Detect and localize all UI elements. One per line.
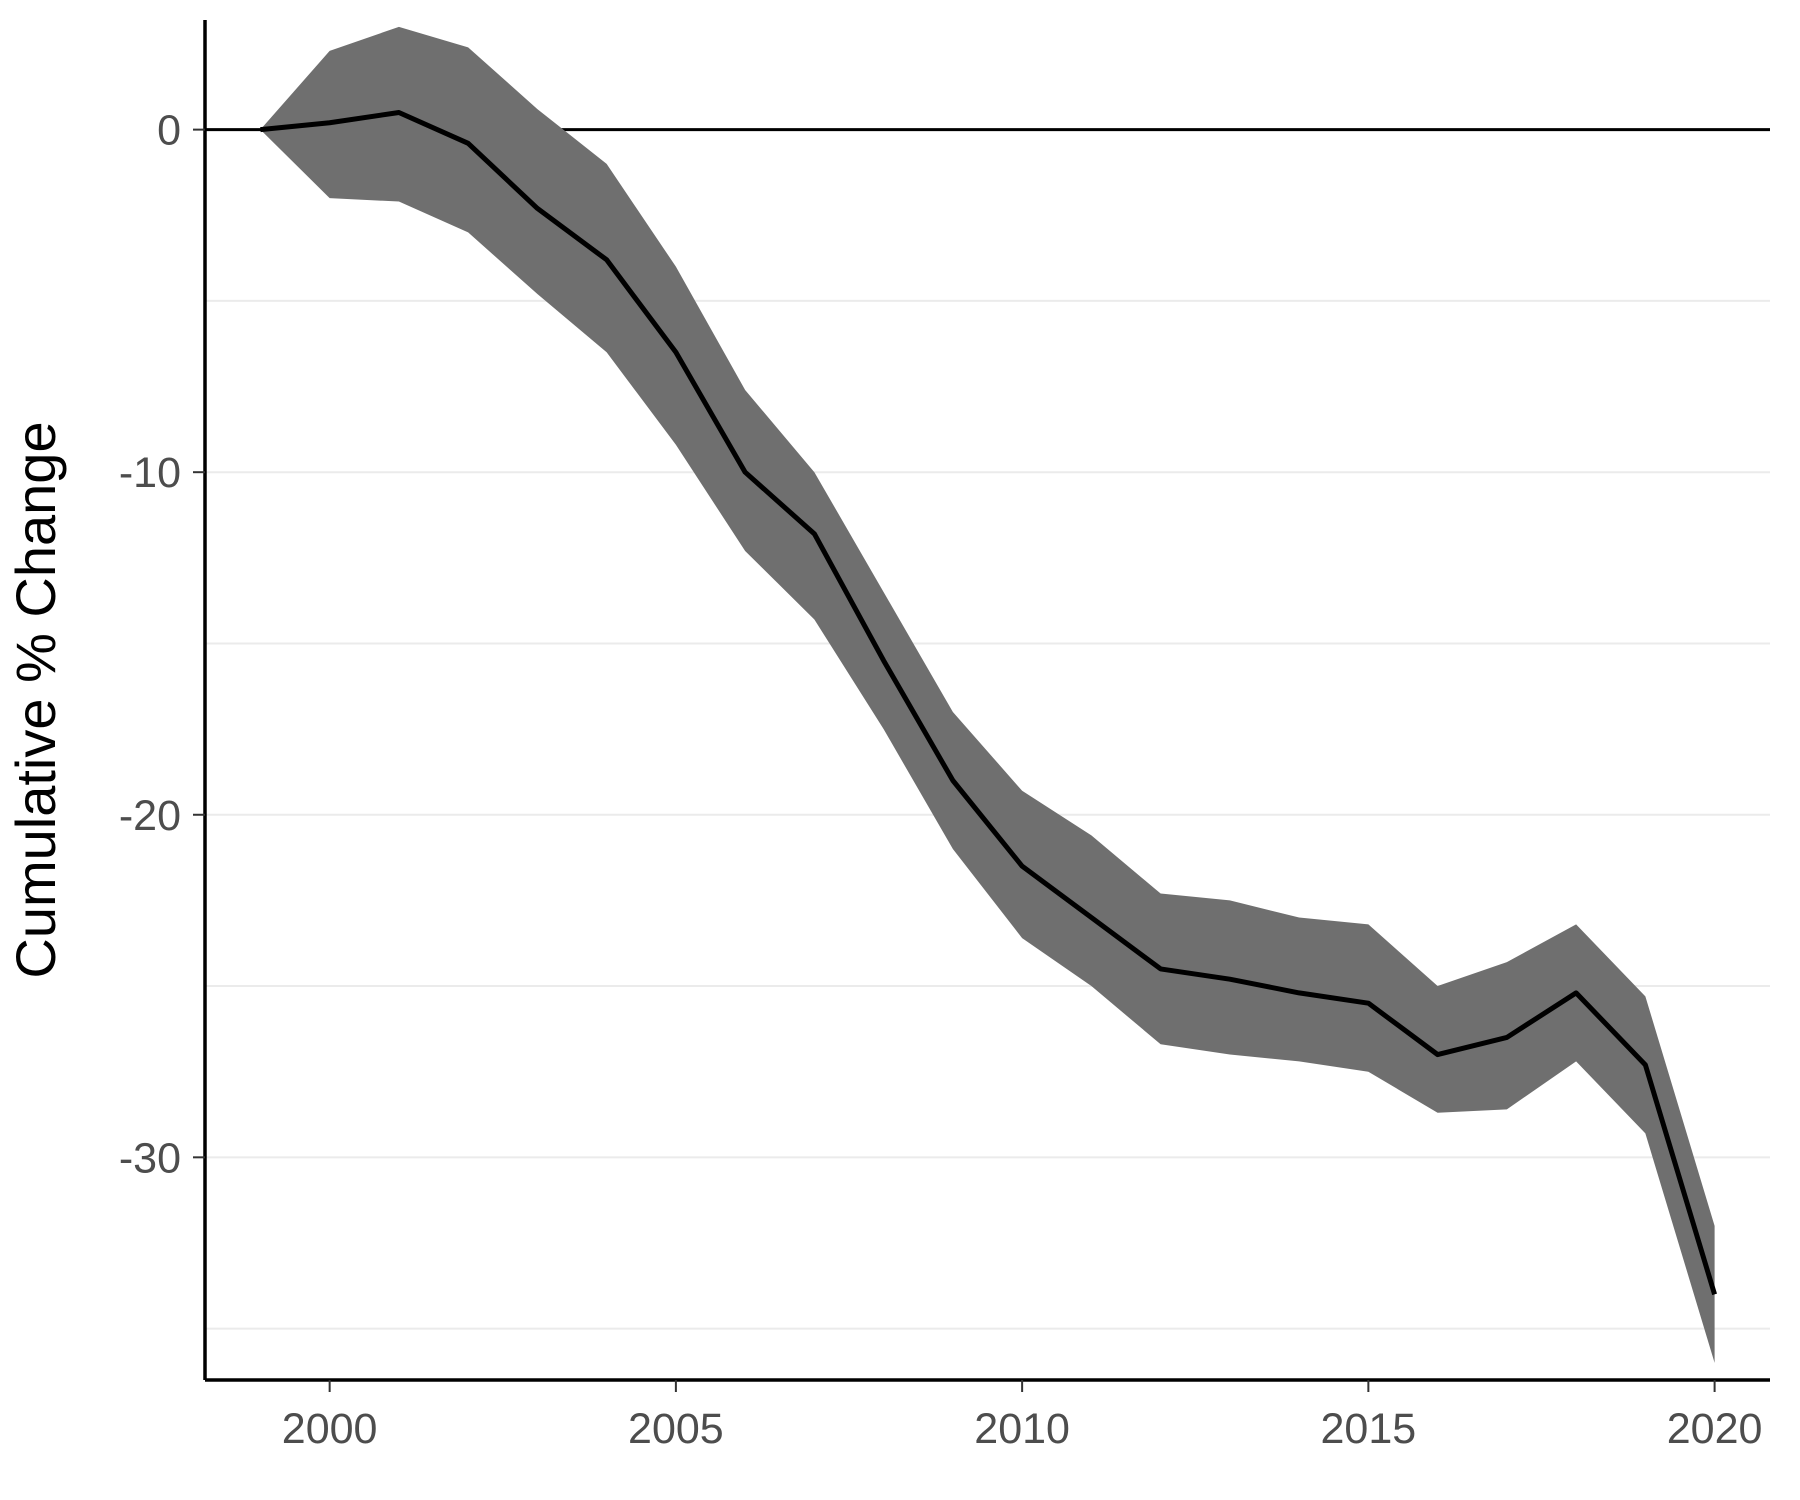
y-tick-label: -30 bbox=[119, 1134, 181, 1182]
y-axis-label: Cumulative % Change bbox=[4, 421, 67, 978]
x-tick-label: 2005 bbox=[628, 1405, 724, 1453]
line-chart: 2000 2005 2010 2015 2020 -30 -20 -10 0 Cumulative… bbox=[0, 0, 1800, 1500]
x-tick-label: 2015 bbox=[1321, 1405, 1417, 1453]
chart-container: 2000 2005 2010 2015 2020 -30 -20 -10 0 Cumulative… bbox=[0, 0, 1800, 1500]
x-tick-label: 2010 bbox=[974, 1405, 1070, 1453]
y-tick-label: -10 bbox=[119, 449, 181, 497]
x-tick-label: 2020 bbox=[1667, 1405, 1763, 1453]
x-tick-label: 2000 bbox=[282, 1405, 378, 1453]
y-tick-label: -20 bbox=[119, 792, 181, 840]
y-tick-label: 0 bbox=[157, 107, 181, 155]
